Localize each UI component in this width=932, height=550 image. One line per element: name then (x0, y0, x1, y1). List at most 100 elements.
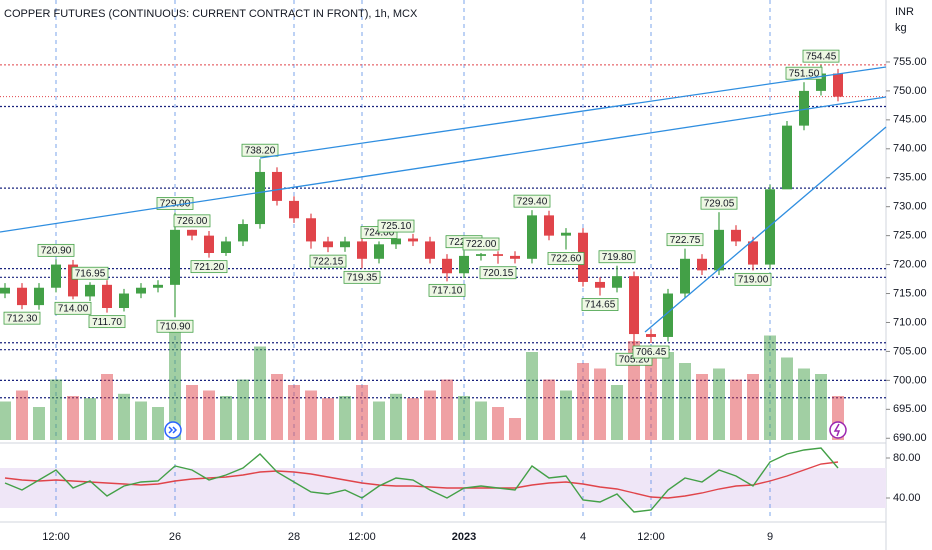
volume-bar (441, 379, 453, 440)
volume-bar (475, 401, 487, 440)
candle-body (102, 284, 112, 308)
price-annotation (462, 237, 500, 251)
volume-bar (101, 374, 113, 440)
volume-bar (696, 374, 708, 440)
x-tick-label: 12:00 (42, 531, 70, 543)
y-tick-label: 690.00 (893, 432, 927, 444)
y-tick-label: 745.00 (893, 114, 927, 126)
candle-body (697, 258, 707, 271)
volume-bar (16, 390, 28, 440)
candle-body (153, 284, 163, 288)
annotation-label: 738.20 (245, 145, 276, 156)
annotation-label: 754.45 (806, 51, 837, 62)
trendline (0, 96, 887, 233)
price-annotation (3, 311, 41, 325)
volume-bar (186, 385, 198, 440)
price-annotation (54, 301, 92, 315)
annotation-label: 729.05 (704, 198, 735, 209)
candle-body (374, 244, 384, 259)
annotation-label: 726.00 (177, 216, 208, 227)
x-tick-label: 9 (767, 531, 773, 543)
y-tick-label: 750.00 (893, 85, 927, 97)
candle-body (340, 241, 350, 248)
price-annotation (513, 194, 551, 208)
volume-bar (781, 357, 793, 440)
volume-bar (288, 385, 300, 440)
x-tick-label: 26 (169, 531, 181, 543)
annotation-label: 712.30 (7, 313, 38, 324)
candle-body (204, 235, 214, 253)
annotation-label: 751.50 (789, 68, 820, 79)
volume-bar (509, 418, 521, 440)
volume-bar (322, 398, 334, 440)
candle-body (748, 241, 758, 265)
candle-body (595, 281, 605, 288)
price-annotation (173, 214, 211, 228)
price-annotation (700, 196, 738, 210)
candle-body (187, 229, 197, 236)
candle-body (459, 255, 469, 274)
candle-body (629, 276, 639, 335)
candle-body (493, 254, 503, 256)
x-tick-label: 4 (580, 531, 586, 543)
annotation-label: 722.15 (313, 256, 344, 267)
volume-bar (713, 368, 725, 440)
volume-bar (339, 396, 351, 440)
volume-bar (747, 374, 759, 440)
candle-body (272, 171, 282, 201)
volume-bar (628, 341, 640, 440)
price-annotation (71, 266, 109, 280)
annotation-label: 714.00 (58, 303, 89, 314)
price-annotation (156, 319, 194, 333)
volume-bar (815, 374, 827, 440)
candle-body (544, 215, 554, 236)
volume-bar (407, 398, 419, 440)
candle-body (119, 293, 129, 308)
candle-body (136, 287, 146, 294)
annotation-label: 729.00 (160, 199, 191, 210)
trendline (644, 126, 887, 333)
annotation-label: 719.80 (602, 252, 633, 263)
candle-body (799, 90, 809, 126)
candle-body (816, 73, 826, 91)
volume-bar (220, 396, 232, 440)
candle-body (476, 254, 486, 256)
candle-body (17, 287, 27, 306)
replay-icon[interactable] (164, 421, 182, 439)
candle-body (561, 232, 571, 236)
volume-bar (730, 379, 742, 440)
candle-body (833, 73, 843, 97)
volume-bar (526, 352, 538, 440)
candle-body (221, 241, 231, 253)
price-annotation (802, 49, 840, 63)
candle-body (323, 241, 333, 248)
annotation-label: 722.60 (551, 254, 582, 265)
candle-body (0, 287, 10, 294)
volume-bar (543, 379, 555, 440)
price-annotation (479, 266, 517, 280)
volume-bar (0, 401, 11, 440)
volume-bar (594, 368, 606, 440)
price-annotation (343, 270, 381, 284)
events-icon[interactable] (829, 421, 847, 439)
annotation-label: 705.20 (619, 354, 650, 365)
volume-bar (50, 379, 62, 440)
volume-bar (424, 390, 436, 440)
volume-bar (577, 363, 589, 440)
x-tick-label: 12:00 (637, 531, 665, 543)
y-tick-label: 725.00 (893, 230, 927, 242)
y-tick-label: 695.00 (893, 403, 927, 415)
volume-bar (798, 368, 810, 440)
annotation-label: 722.75 (670, 235, 701, 246)
volume-bar (356, 385, 368, 440)
annotation-label: 719.00 (738, 275, 769, 286)
candle-body (646, 334, 656, 337)
volume-bar (390, 393, 402, 440)
candle-body (357, 241, 367, 259)
volume-bar (611, 385, 623, 440)
volume-bar (305, 390, 317, 440)
candle-body (425, 241, 435, 259)
annotation-label: 721.20 (194, 262, 225, 273)
price-annotation (428, 283, 466, 297)
